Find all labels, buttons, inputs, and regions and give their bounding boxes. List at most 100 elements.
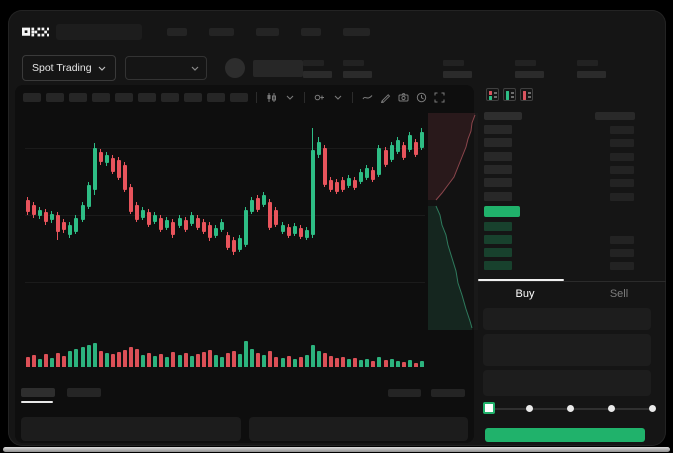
chevron-down-icon[interactable] (331, 91, 344, 104)
price-input-placeholder[interactable] (483, 308, 651, 330)
candles-icon[interactable] (265, 91, 278, 104)
volume-bar (68, 351, 72, 367)
volume-bar (226, 353, 230, 367)
volume-bar (353, 358, 357, 367)
okx-logo[interactable] (22, 26, 49, 38)
volume-bar (87, 345, 91, 367)
volume-bar (50, 358, 54, 367)
line-style-icon[interactable] (361, 91, 374, 104)
ask-price-placeholder (484, 152, 512, 161)
pair-dropdown[interactable] (124, 56, 207, 80)
draw-icon[interactable] (379, 91, 392, 104)
ticker-stat (443, 60, 472, 78)
ticker-stat-value-placeholder (343, 71, 372, 78)
slider-stop[interactable] (649, 405, 656, 412)
candle-body (371, 170, 375, 180)
candle-body (81, 205, 85, 220)
nav-item-placeholder[interactable] (301, 28, 321, 36)
buy-tab-underline (478, 279, 564, 281)
candle-body (87, 185, 91, 207)
pair-name-placeholder (252, 59, 303, 77)
slider-stop[interactable] (526, 405, 533, 412)
volume-bar (208, 350, 212, 367)
ticker-stat (515, 60, 544, 78)
interval-history-icon[interactable] (415, 91, 428, 104)
candle-body (111, 158, 115, 172)
timeframe-placeholder[interactable] (92, 92, 110, 102)
candle-body (196, 218, 200, 228)
candle-body (317, 142, 321, 155)
ticker-stat-value-placeholder (577, 71, 606, 78)
volume-bar (414, 363, 418, 367)
volume-bar (377, 357, 381, 367)
volume-bar (293, 359, 297, 367)
ask-size-placeholder (610, 153, 634, 161)
bid-price-placeholder (484, 261, 512, 270)
candle-body (105, 155, 109, 163)
candle-body (293, 226, 297, 234)
volume-bar (311, 345, 315, 367)
fullscreen-icon[interactable] (433, 91, 446, 104)
ticker-stats (22, 54, 666, 82)
candle-body (390, 145, 394, 160)
bottom-tab-placeholder[interactable] (67, 388, 101, 397)
volume-bar (402, 362, 406, 367)
nav-item-placeholder[interactable] (343, 28, 370, 36)
bid-size-placeholder (610, 262, 634, 270)
volume-bar (26, 357, 30, 367)
bottom-action-placeholder[interactable] (431, 389, 465, 397)
timeframe-placeholder[interactable] (23, 92, 41, 102)
timeframe-placeholder[interactable] (115, 92, 133, 102)
orderbook-header-placeholder (595, 112, 635, 120)
candle-body (287, 227, 291, 236)
book-buy-icon[interactable] (503, 88, 516, 101)
market-type-selector[interactable]: Spot Trading (22, 55, 116, 81)
bottom-tab-active-placeholder[interactable] (21, 388, 55, 397)
nav-item-placeholder[interactable] (167, 28, 187, 36)
tab-sell[interactable]: Sell (609, 288, 629, 300)
candle-body (190, 215, 194, 224)
nav-item-placeholder[interactable] (209, 28, 234, 36)
buy-submit-button[interactable] (485, 428, 645, 442)
camera-icon[interactable] (397, 91, 410, 104)
candle-body (377, 148, 381, 175)
book-sell-icon[interactable] (520, 88, 533, 101)
volume-bars (25, 341, 425, 367)
gridline (25, 148, 425, 149)
timeframe-placeholder[interactable] (138, 92, 156, 102)
candle-body (159, 218, 163, 230)
timeframe-placeholder[interactable] (184, 92, 202, 102)
volume-bar (190, 356, 194, 367)
chevron-down-icon[interactable] (283, 91, 296, 104)
timeframe-placeholder[interactable] (161, 92, 179, 102)
volume-bar (268, 351, 272, 367)
indicators-icon[interactable] (313, 91, 326, 104)
volume-bar (56, 353, 60, 367)
candle-body (396, 140, 400, 152)
candle-body (68, 225, 72, 235)
volume-bar (347, 359, 351, 367)
slider-stop[interactable] (567, 405, 574, 412)
candlestick-chart[interactable] (25, 112, 425, 335)
candle-body (250, 200, 254, 212)
book-both-icon[interactable] (486, 88, 499, 101)
coin-avatar (224, 58, 245, 78)
amount-input-placeholder[interactable] (483, 334, 651, 366)
ticker-stat-label-placeholder (343, 60, 364, 66)
total-input-placeholder[interactable] (483, 370, 651, 396)
tab-buy[interactable]: Buy (515, 288, 535, 300)
timeframe-placeholder[interactable] (69, 92, 87, 102)
bottom-action-placeholder[interactable] (388, 389, 421, 397)
slider-stop[interactable] (608, 405, 615, 412)
ticker-stat-label-placeholder (443, 60, 464, 66)
ticker-stat-label-placeholder (303, 60, 324, 66)
timeframe-placeholder[interactable] (230, 92, 248, 102)
timeframe-placeholder[interactable] (207, 92, 225, 102)
candle-body (353, 180, 357, 188)
volume-bar (274, 357, 278, 367)
nav-item-placeholder[interactable] (256, 28, 279, 36)
timeframe-placeholder[interactable] (46, 92, 64, 102)
slider-handle[interactable] (483, 402, 495, 414)
candle-body (123, 165, 127, 190)
volume-bar (184, 353, 188, 367)
